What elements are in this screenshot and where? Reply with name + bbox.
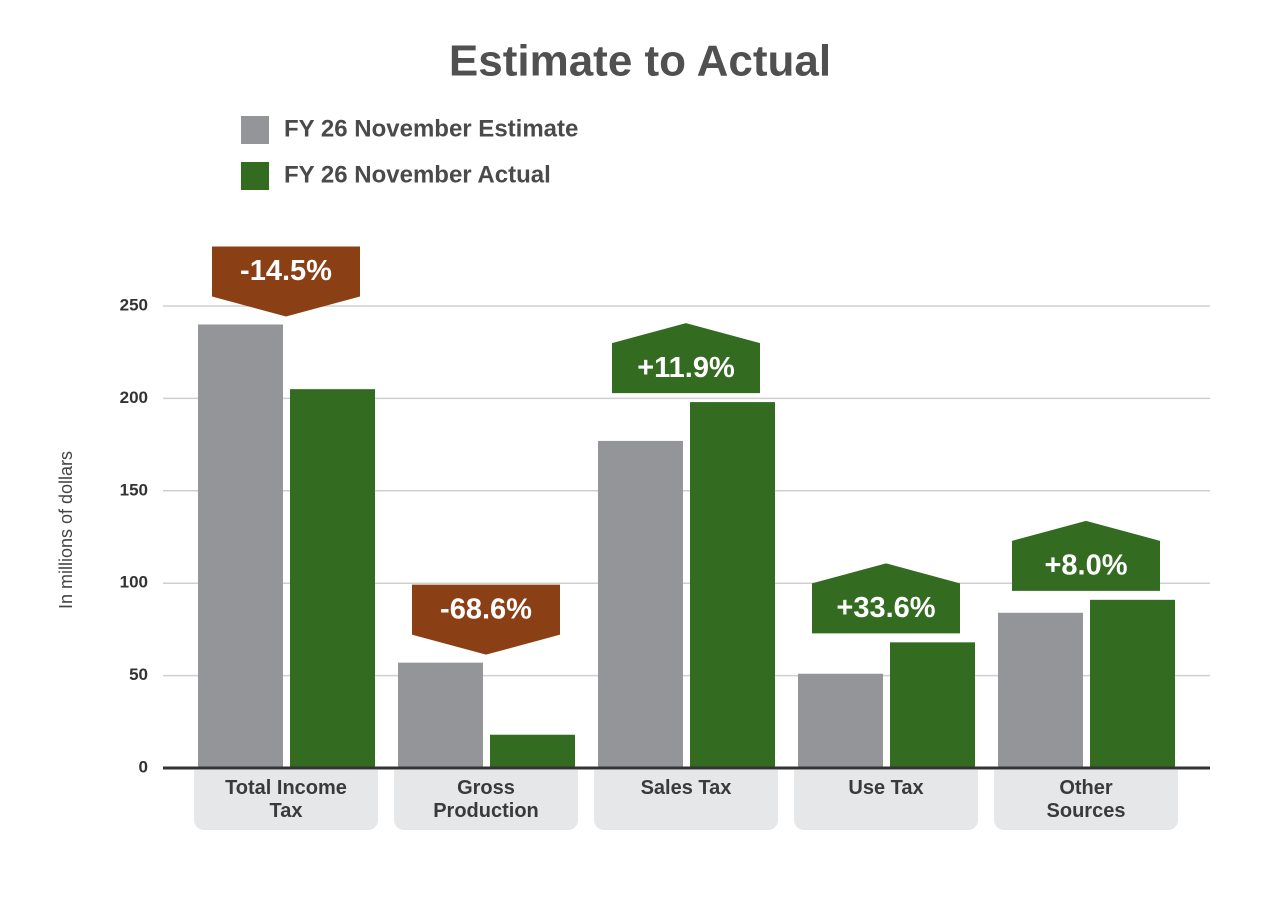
bar	[398, 662, 483, 768]
annotation-badge	[1012, 520, 1160, 591]
annotation-label: -68.6%	[440, 593, 532, 625]
x-tick-label: Sales Tax	[640, 777, 732, 799]
bar	[890, 642, 975, 768]
x-tick-box: Sales Tax	[594, 770, 778, 830]
chart-title: Estimate to Actual	[449, 37, 831, 86]
x-tick-box: Gross Production	[394, 770, 578, 830]
bar	[290, 389, 375, 768]
x-tick-label: Total Income Tax	[225, 777, 347, 822]
annotation-badge	[812, 563, 960, 634]
annotation-badge	[212, 246, 360, 317]
bar	[998, 612, 1083, 768]
x-tick-label: Other Sources	[1046, 777, 1126, 822]
x-tick-label: Gross Production	[433, 777, 539, 822]
annotation-label: +8.0%	[1044, 549, 1127, 581]
annotation-label: +11.9%	[637, 352, 735, 384]
x-tick-box: Use Tax	[794, 770, 978, 830]
y-tick-label: 0	[139, 757, 148, 776]
y-tick-label: 50	[129, 665, 148, 684]
y-tick-label: 150	[120, 480, 148, 499]
y-tick-label: 100	[120, 573, 148, 592]
bar	[798, 673, 883, 768]
annotation-badge	[412, 584, 560, 655]
annotation-label: -14.5%	[240, 255, 332, 287]
bar	[598, 440, 683, 768]
annotation-badge	[612, 323, 760, 394]
bar	[198, 324, 283, 768]
legend-label: FY 26 November Actual	[284, 161, 551, 188]
y-tick-label: 250	[120, 295, 148, 314]
y-axis-label: In millions of dollars	[56, 451, 76, 609]
y-tick-label: 200	[120, 388, 148, 407]
x-tick-box: Total Income Tax	[194, 770, 378, 830]
annotation-label: +33.6%	[836, 592, 935, 624]
legend-label: FY 26 November Estimate	[284, 115, 578, 142]
legend-swatch	[241, 162, 269, 190]
x-tick-box: Other Sources	[994, 770, 1178, 830]
bar	[490, 734, 575, 768]
legend-swatch	[241, 116, 269, 144]
bar	[690, 402, 775, 768]
bar	[1090, 599, 1175, 768]
x-tick-label: Use Tax	[848, 777, 924, 799]
